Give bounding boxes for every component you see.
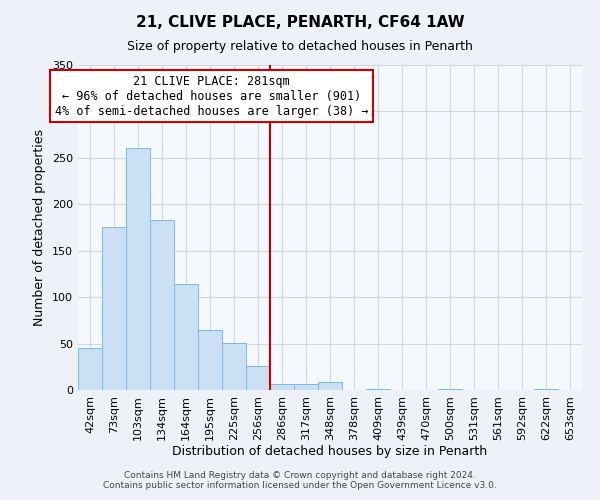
Bar: [198, 330, 222, 390]
Bar: [78, 348, 102, 390]
Bar: [270, 384, 294, 390]
Text: 21, CLIVE PLACE, PENARTH, CF64 1AW: 21, CLIVE PLACE, PENARTH, CF64 1AW: [136, 15, 464, 30]
Text: 21 CLIVE PLACE: 281sqm
← 96% of detached houses are smaller (901)
4% of semi-det: 21 CLIVE PLACE: 281sqm ← 96% of detached…: [55, 74, 368, 118]
Bar: [366, 389, 390, 390]
Bar: [318, 382, 342, 390]
Bar: [222, 342, 246, 390]
Bar: [102, 226, 126, 390]
Text: Contains HM Land Registry data © Crown copyright and database right 2024.
Contai: Contains HM Land Registry data © Crown c…: [103, 470, 497, 490]
Y-axis label: Number of detached properties: Number of detached properties: [34, 129, 46, 326]
Bar: [534, 389, 558, 390]
Bar: [126, 148, 150, 390]
Bar: [438, 389, 462, 390]
Text: Size of property relative to detached houses in Penarth: Size of property relative to detached ho…: [127, 40, 473, 53]
X-axis label: Distribution of detached houses by size in Penarth: Distribution of detached houses by size …: [172, 446, 488, 458]
Bar: [294, 384, 318, 390]
Bar: [150, 220, 174, 390]
Bar: [174, 284, 198, 390]
Bar: [246, 366, 270, 390]
